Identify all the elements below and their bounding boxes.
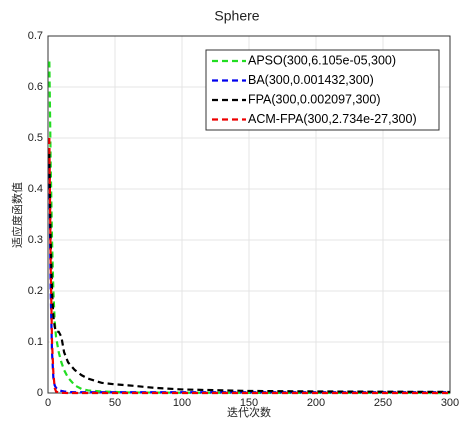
x-tick-label: 0 (45, 397, 51, 409)
legend-box (205, 49, 440, 131)
x-tick-label: 250 (374, 397, 392, 409)
legend-label: FPA(300,0.002097,300) (248, 92, 381, 106)
x-tick-label: 100 (173, 397, 191, 409)
x-tick-label: 150 (240, 397, 258, 409)
series-line (48, 137, 450, 395)
legend-label: ACM-FPA(300,2.734e-27,300) (248, 112, 417, 126)
y-tick-label: 0.3 (28, 234, 43, 246)
series-line (48, 163, 451, 394)
y-tick-label: 0.1 (28, 336, 43, 348)
chart-title: Sphere (214, 8, 259, 24)
y-tick-label: 0 (37, 387, 43, 399)
x-tick-label: 200 (307, 397, 325, 409)
y-tick-label: 0.4 (28, 183, 43, 195)
y-tick-label: 0.6 (28, 81, 43, 93)
x-tick-label: 300 (441, 397, 459, 409)
y-tick-label: 0.5 (28, 132, 43, 144)
x-axis-label: 迭代次数 (227, 405, 271, 419)
legend-label: APSO(300,6.105e-05,300) (248, 53, 396, 67)
legend-label: BA(300,0.001432,300) (248, 73, 374, 87)
y-tick-label: 0.7 (28, 30, 43, 42)
y-tick-label: 0.2 (28, 285, 43, 297)
x-tick-label: 50 (109, 397, 121, 409)
y-axis-label: 适应度函数值 (10, 182, 24, 248)
